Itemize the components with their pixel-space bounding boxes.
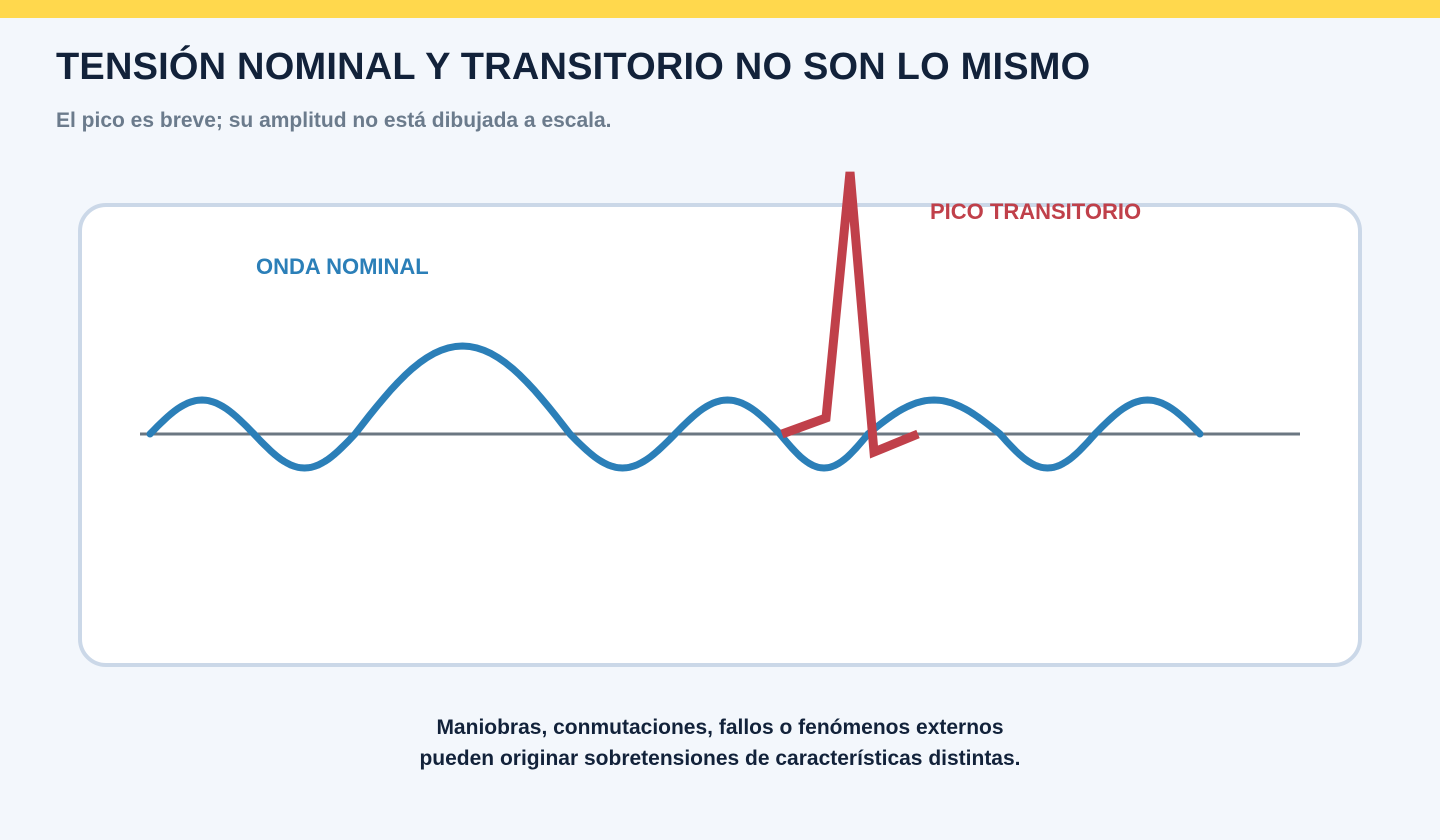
transient-spike-label: PICO TRANSITORIO (930, 199, 1141, 224)
caption-line-2: pueden originar sobretensiones de caract… (419, 747, 1021, 770)
caption: Maniobras, conmutaciones, fallos o fenóm… (0, 712, 1440, 774)
page-subtitle: El pico es breve; su amplitud no está di… (56, 109, 612, 132)
nominal-wave-label: ONDA NOMINAL (256, 254, 429, 279)
transient-spike (780, 171, 920, 459)
caption-line-1: Maniobras, conmutaciones, fallos o fenóm… (436, 716, 1004, 739)
page-title: TENSIÓN NOMINAL Y TRANSITORIO NO SON LO … (56, 46, 1091, 88)
voltage-diagram: ONDA NOMINAL PICO TRANSITORIO (78, 171, 1362, 667)
top-accent-bar (0, 0, 1440, 18)
nominal-wave (146, 342, 1204, 472)
